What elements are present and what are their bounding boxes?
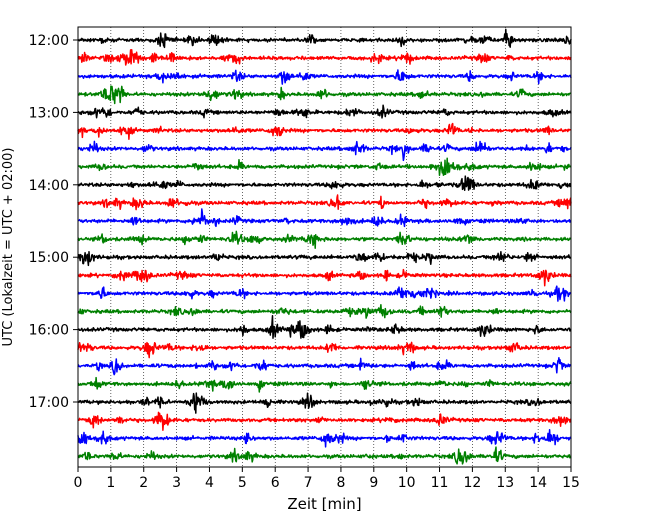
x-tick-label: 6 bbox=[271, 475, 280, 491]
trace-line bbox=[77, 446, 572, 465]
x-tick-label: 8 bbox=[336, 475, 345, 491]
x-tick-label: 15 bbox=[562, 475, 580, 491]
x-axis-label: Zeit [min] bbox=[287, 495, 361, 513]
y-tick-label: 13:00 bbox=[29, 105, 69, 121]
trace-line bbox=[77, 428, 572, 448]
y-tick-label: 17:00 bbox=[29, 395, 69, 411]
x-tick-label: 12 bbox=[463, 475, 481, 491]
y-axis-ticks: 12:00 13:00 14:00 15:00 16:00 17:00 bbox=[29, 33, 78, 411]
trace-line bbox=[77, 140, 572, 162]
x-tick-label: 1 bbox=[106, 475, 115, 491]
y-tick-label: 12:00 bbox=[29, 33, 69, 49]
seismic-traces bbox=[77, 28, 572, 465]
y-axis-label: UTC (Lokalzeit = UTC + 02:00) bbox=[1, 148, 16, 347]
x-tick-label: 10 bbox=[398, 475, 416, 491]
x-tick-label: 7 bbox=[304, 475, 313, 491]
trace-line bbox=[77, 357, 572, 376]
x-tick-label: 3 bbox=[172, 475, 181, 491]
trace-line bbox=[77, 341, 572, 359]
trace-line bbox=[77, 175, 572, 191]
trace-line bbox=[77, 230, 572, 249]
x-tick-label: 14 bbox=[529, 475, 547, 491]
trace-line bbox=[77, 376, 572, 393]
trace-line bbox=[77, 392, 572, 414]
trace-line bbox=[77, 194, 572, 211]
trace-line bbox=[77, 104, 572, 119]
trace-line bbox=[77, 411, 572, 431]
x-tick-label: 11 bbox=[431, 475, 449, 491]
x-tick-label: 13 bbox=[496, 475, 514, 491]
trace-line bbox=[77, 208, 572, 228]
y-tick-label: 14:00 bbox=[29, 178, 69, 194]
x-tick-label: 9 bbox=[369, 475, 378, 491]
trace-line bbox=[77, 250, 572, 267]
x-axis-ticks: 0 1 2 3 4 5 6 7 8 9 10 11 12 13 14 15 bbox=[74, 467, 580, 491]
plot-frame bbox=[77, 26, 572, 468]
y-tick-label: 15:00 bbox=[29, 250, 69, 266]
trace-line bbox=[77, 304, 572, 319]
trace-line bbox=[77, 157, 572, 177]
trace-line bbox=[77, 28, 572, 49]
y-tick-label: 16:00 bbox=[29, 323, 69, 339]
x-tick-label: 0 bbox=[74, 475, 83, 491]
trace-line bbox=[77, 122, 572, 140]
x-tick-label: 5 bbox=[238, 475, 247, 491]
trace-line bbox=[77, 69, 572, 85]
x-tick-label: 4 bbox=[205, 475, 214, 491]
trace-line bbox=[77, 315, 572, 339]
trace-line bbox=[77, 285, 572, 302]
x-tick-label: 2 bbox=[139, 475, 148, 491]
trace-line bbox=[77, 49, 572, 66]
trace-line bbox=[77, 268, 572, 287]
trace-line bbox=[77, 85, 572, 105]
